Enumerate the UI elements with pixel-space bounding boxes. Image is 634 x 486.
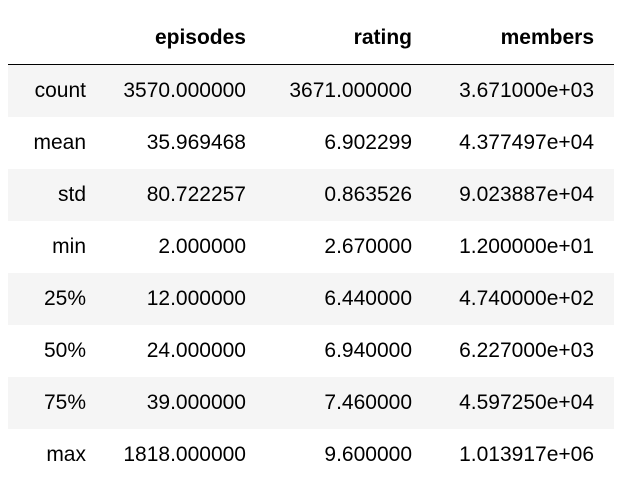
table-cell: 6.227000e+03 [459, 338, 594, 362]
table-row: 75% 39.000000 7.460000 4.597250e+04 [8, 376, 614, 429]
table-row: max 1818.000000 9.600000 1.013917e+06 [8, 428, 614, 481]
table-cell: 3.671000e+03 [459, 78, 594, 102]
row-label: max [46, 442, 86, 466]
table-cell: 3671.000000 [289, 78, 412, 102]
table-cell: 6.440000 [324, 286, 412, 310]
table-cell: 0.863526 [324, 182, 412, 206]
row-label: 75% [43, 390, 86, 414]
table-cell: 4.597250e+04 [459, 390, 594, 414]
column-header-rating: rating [264, 12, 430, 65]
table-row: std 80.722257 0.863526 9.023887e+04 [8, 168, 614, 221]
column-header-episodes: episodes [100, 12, 264, 65]
table-row: mean 35.969468 6.902299 4.377497e+04 [8, 116, 614, 169]
row-label: 25% [43, 286, 86, 310]
table-row: 50% 24.000000 6.940000 6.227000e+03 [8, 324, 614, 377]
header-corner [8, 12, 100, 65]
table-cell: 1.013917e+06 [459, 442, 594, 466]
table-row: min 2.000000 2.670000 1.200000e+01 [8, 220, 614, 273]
table-cell: 80.722257 [146, 182, 246, 206]
table-cell: 12.000000 [146, 286, 246, 310]
table-cell: 1.200000e+01 [459, 234, 594, 258]
table-cell: 6.940000 [324, 338, 412, 362]
table-body: count 3570.000000 3671.000000 3.671000e+… [8, 64, 614, 481]
table-cell: 2.000000 [158, 234, 246, 258]
table-cell: 9.600000 [324, 442, 412, 466]
column-header-members: members [430, 12, 614, 65]
table-cell: 4.740000e+02 [459, 286, 594, 310]
table-cell: 7.460000 [324, 390, 412, 414]
table-row: count 3570.000000 3671.000000 3.671000e+… [8, 64, 614, 117]
row-label: count [34, 78, 86, 102]
row-label: 50% [43, 338, 86, 362]
row-label: mean [33, 130, 86, 154]
table-header: episodes rating members [8, 12, 614, 65]
row-label: min [52, 234, 86, 258]
table-cell: 4.377497e+04 [459, 130, 594, 154]
table-cell: 2.670000 [324, 234, 412, 258]
table-cell: 39.000000 [146, 390, 246, 414]
table-cell: 3570.000000 [123, 78, 246, 102]
table-cell: 9.023887e+04 [459, 182, 594, 206]
table-cell: 6.902299 [324, 130, 412, 154]
table-cell: 1818.000000 [123, 442, 246, 466]
table-row: 25% 12.000000 6.440000 4.740000e+02 [8, 272, 614, 325]
table-cell: 35.969468 [146, 130, 246, 154]
header-row: episodes rating members [8, 12, 614, 65]
row-label: std [57, 182, 86, 206]
table-cell: 24.000000 [146, 338, 246, 362]
describe-table: episodes rating members count 3570.00000… [8, 12, 614, 481]
